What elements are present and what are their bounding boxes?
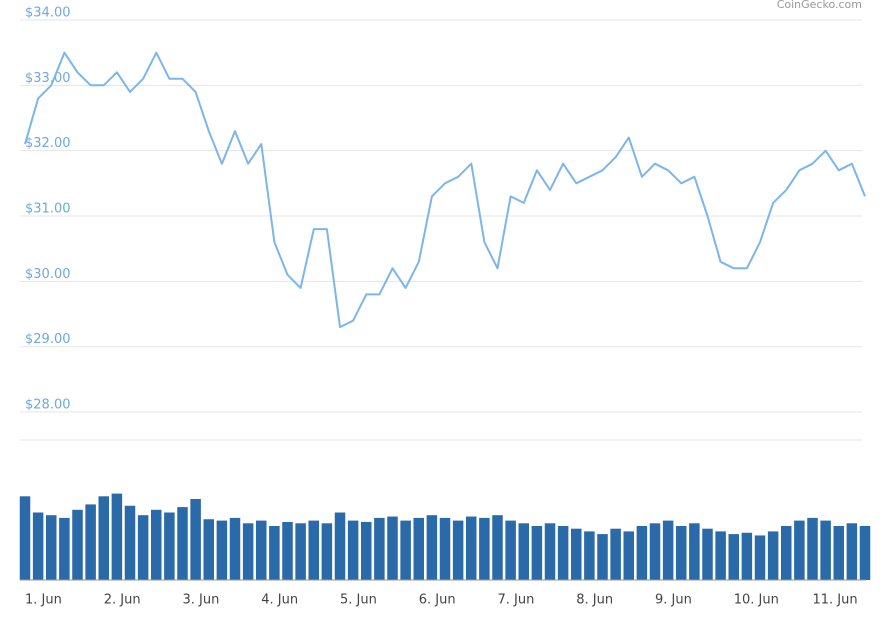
volume-bar <box>413 517 424 580</box>
volume-bar <box>820 520 831 580</box>
volume-bar <box>610 528 621 580</box>
volume-bar <box>269 526 280 580</box>
volume-bar <box>741 532 753 580</box>
volume-bar <box>466 516 477 580</box>
volume-bar <box>400 520 411 580</box>
volume-bar <box>702 528 713 580</box>
volume-bar <box>846 523 858 580</box>
x-tick-label: 11. Jun <box>813 593 858 608</box>
volume-bar <box>295 523 306 580</box>
y-tick-label: $33.00 <box>25 71 71 86</box>
volume-bar <box>479 517 490 580</box>
volume-bar <box>518 523 529 580</box>
volume-bar <box>164 512 175 580</box>
price-line <box>24 51 866 329</box>
volume-bar <box>387 516 398 580</box>
volume-bar <box>662 520 674 580</box>
volume-bar <box>557 526 569 580</box>
volume-bar <box>676 526 687 580</box>
volume-bar <box>334 512 346 580</box>
volume-bar <box>308 520 319 580</box>
volume-bar <box>216 520 228 580</box>
volume-bar <box>833 526 844 580</box>
volume-bar <box>190 499 201 580</box>
volume-bar <box>98 496 109 580</box>
x-tick-label: 8. Jun <box>576 593 613 608</box>
volume-bar <box>439 517 451 580</box>
volume-bar <box>85 504 96 580</box>
x-tick-label: 4. Jun <box>261 593 298 608</box>
volume-bar <box>544 523 556 580</box>
volume-bar <box>781 526 792 580</box>
volume-bar <box>72 509 83 580</box>
volume-bar <box>203 519 214 580</box>
credit: CoinGecko.com <box>777 0 862 11</box>
y-tick-label: $31.00 <box>25 202 71 217</box>
volume-bar <box>151 509 162 580</box>
volume-bar <box>321 523 333 580</box>
volume-bar <box>767 531 779 580</box>
x-tick-label: 2. Jun <box>104 593 141 608</box>
volume-bar <box>584 531 595 580</box>
volume-bar <box>111 493 123 580</box>
x-tick-label: 9. Jun <box>655 593 692 608</box>
volume-bar <box>754 535 766 580</box>
volume-bar <box>715 531 726 580</box>
volume-bar <box>242 523 254 580</box>
volume-bar <box>177 507 188 580</box>
y-tick-label: $28.00 <box>25 398 71 413</box>
y-tick-label: $29.00 <box>25 332 71 347</box>
volume-bar <box>361 521 372 580</box>
x-tick-label: 7. Jun <box>498 593 535 608</box>
volume-bar <box>229 517 241 580</box>
volume-bar <box>794 520 805 580</box>
volume-bar <box>689 523 700 580</box>
volume-bar <box>59 517 70 580</box>
volume-bar <box>728 534 739 580</box>
volume-bar <box>623 531 634 580</box>
volume-bar <box>32 512 44 580</box>
volume-bar <box>452 520 464 580</box>
volume-bar <box>374 517 385 580</box>
y-tick-label: $34.00 <box>25 6 71 21</box>
volume-bar <box>46 515 57 580</box>
volume-bar <box>124 505 136 580</box>
y-tick-label: $32.00 <box>25 136 71 151</box>
volume-bar <box>505 520 516 580</box>
volume-bar <box>597 534 608 580</box>
volume-bar <box>531 526 543 580</box>
x-tick-label: 3. Jun <box>183 593 220 608</box>
volume-bar <box>256 520 267 580</box>
x-tick-label: 10. Jun <box>734 593 779 608</box>
volume-bar <box>19 496 31 580</box>
volume-bar <box>807 517 818 580</box>
volume-bar <box>137 515 149 580</box>
x-tick-label: 1. Jun <box>25 593 62 608</box>
y-tick-label: $30.00 <box>25 267 71 282</box>
volume-bar <box>426 515 438 580</box>
volume-bar <box>649 523 661 580</box>
x-tick-label: 5. Jun <box>340 593 377 608</box>
volume-bar <box>571 528 582 580</box>
volume-bar <box>492 515 503 580</box>
volume-bar <box>636 526 648 580</box>
x-tick-label: 6. Jun <box>419 593 456 608</box>
volume-bar <box>282 521 293 580</box>
volume-bar <box>347 520 359 580</box>
volume-bar <box>859 526 871 580</box>
